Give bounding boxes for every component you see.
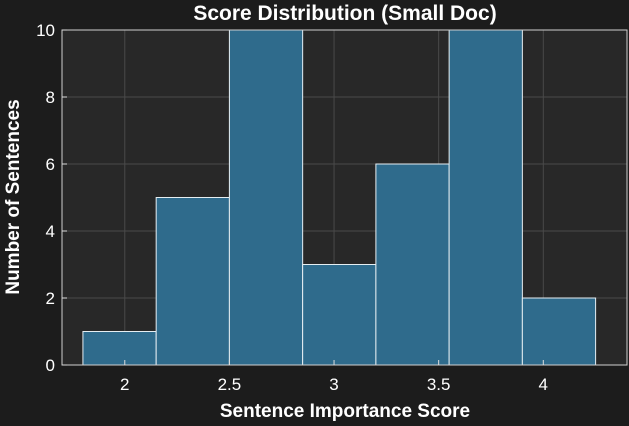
histogram-bar-5 — [375, 163, 450, 366]
x-tick-label: 4 — [539, 375, 548, 394]
x-tick-label: 3 — [329, 375, 338, 394]
y-tick-label: 4 — [46, 222, 55, 241]
histogram-bar-6 — [448, 29, 523, 366]
histogram-bar-4 — [302, 264, 377, 366]
x-tick-label: 2 — [120, 375, 129, 394]
y-tick-label: 6 — [46, 155, 55, 174]
y-tick-label: 2 — [46, 289, 55, 308]
y-tick-label: 8 — [46, 88, 55, 107]
y-axis-ticks: 0 2 4 6 8 10 — [36, 21, 67, 375]
y-tick-label: 0 — [46, 356, 55, 375]
x-tick-label: 3.5 — [427, 375, 451, 394]
y-tick-label: 10 — [36, 21, 55, 40]
plot-frame — [61, 29, 628, 366]
histogram-bar-3 — [228, 29, 304, 366]
y-axis-label: Number of Sentences — [3, 99, 24, 294]
histogram-bar-1 — [82, 331, 157, 366]
histogram-bars — [82, 29, 597, 366]
x-tick-label: 2.5 — [218, 375, 242, 394]
chart-title: Score Distribution (Small Doc) — [193, 2, 496, 25]
x-axis-label: Sentence Importance Score — [220, 401, 470, 422]
x-axis-ticks: 2 2.5 3 3.5 4 — [120, 360, 548, 394]
histogram-bar-2 — [155, 197, 230, 366]
histogram-bar-7 — [521, 297, 597, 366]
